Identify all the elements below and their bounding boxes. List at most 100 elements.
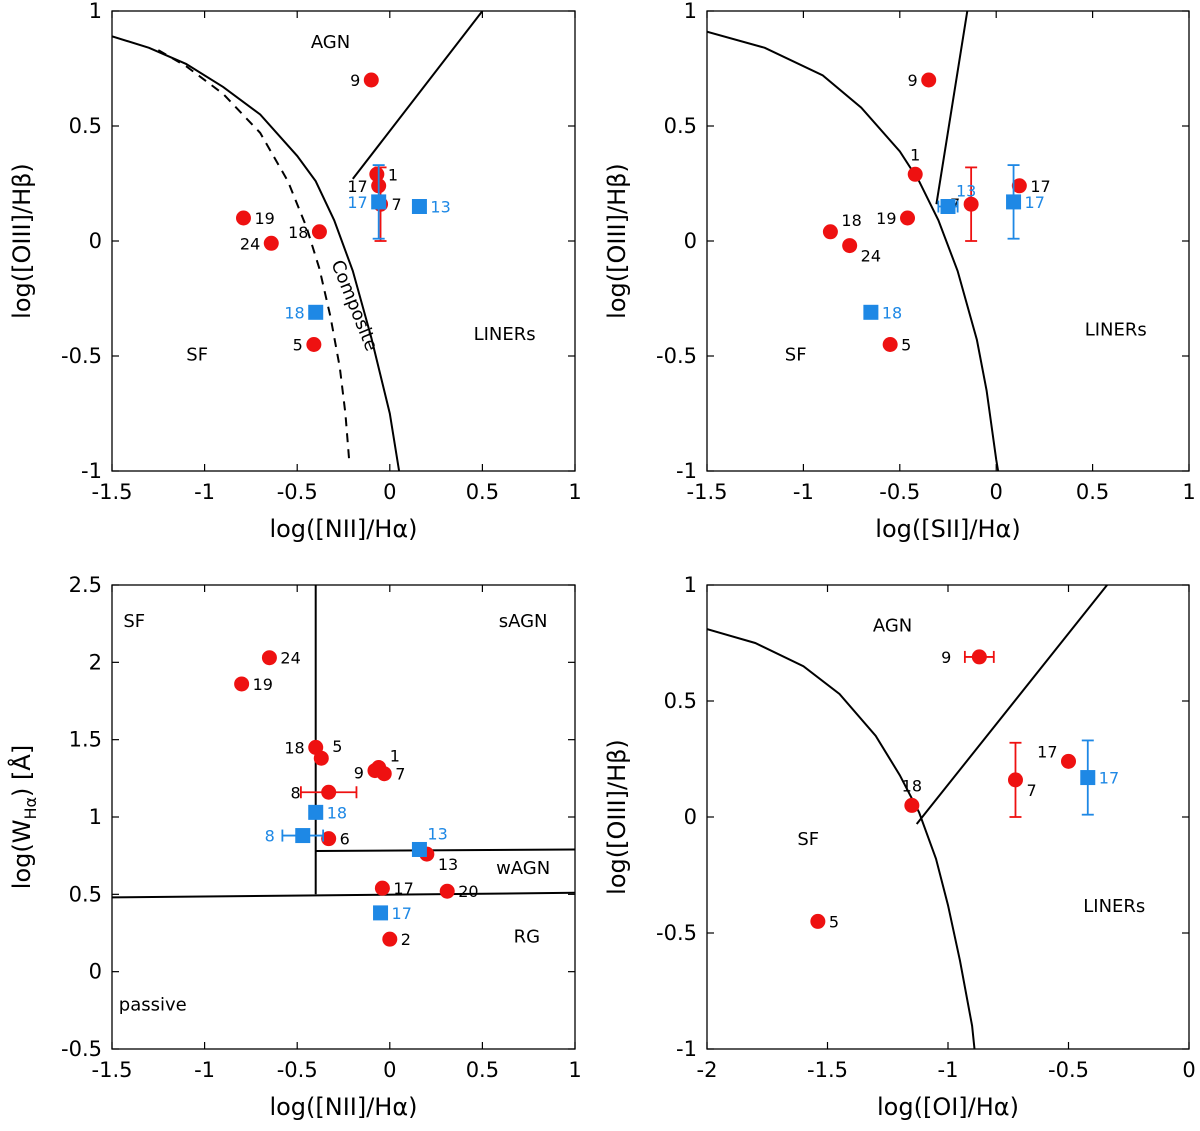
region-label-liners: LINERs — [1083, 896, 1145, 917]
demarcation-line-2 — [935, 11, 969, 205]
region-label-liners: LINERs — [1085, 319, 1147, 340]
demarcation-line-2 — [157, 49, 351, 460]
point-label-13: 13 — [438, 855, 458, 874]
y-tick-label: 1.5 — [69, 728, 102, 752]
y-axis-label: log([OIII]/Hβ) — [603, 739, 631, 895]
y-tick-label: -0.5 — [61, 344, 102, 368]
x-axis-label: log([NII]/Hα) — [269, 515, 417, 543]
y-axis-label: log([OIII]/Hβ) — [603, 163, 631, 319]
point-label-7: 7 — [1026, 781, 1036, 800]
red-circle-point-9 — [363, 72, 379, 88]
red-circle-point-17 — [374, 880, 390, 896]
x-tick-label: -1 — [938, 1058, 959, 1082]
point-label-9: 9 — [350, 71, 360, 90]
point-label-9: 9 — [908, 71, 918, 90]
point-label-1: 1 — [390, 747, 400, 766]
x-axis-label: log([SII]/Hα) — [875, 515, 1020, 543]
y-tick-label: -1 — [676, 459, 697, 483]
y-tick-label: 2.5 — [69, 573, 102, 597]
point-label-18: 18 — [284, 738, 304, 757]
point-label-17: 17 — [392, 904, 412, 923]
point-label-24: 24 — [861, 247, 881, 266]
point-label-18: 18 — [327, 803, 347, 822]
point-label-17: 17 — [393, 879, 413, 898]
point-label-17: 17 — [347, 193, 367, 212]
x-tick-label: -0.5 — [1048, 1058, 1089, 1082]
x-tick-label: -0.5 — [277, 1058, 318, 1082]
point-label-18: 18 — [902, 776, 922, 795]
red-circle-point-20 — [439, 883, 455, 899]
y-tick-label: 0.5 — [664, 689, 697, 713]
y-tick-label: -0.5 — [61, 1037, 102, 1061]
region-label-sf: SF — [797, 829, 819, 850]
point-label-17: 17 — [347, 177, 367, 196]
point-label-13: 13 — [427, 824, 447, 843]
point-label-8: 8 — [290, 783, 300, 802]
demarcation-line-1 — [707, 30, 1000, 471]
red-circle-point-9 — [971, 649, 987, 665]
x-tick-label: 1 — [568, 480, 581, 504]
point-label-17: 17 — [1099, 769, 1119, 788]
point-label-1: 1 — [910, 145, 920, 164]
blue-square-point-17 — [1006, 194, 1022, 210]
point-label-7: 7 — [392, 195, 402, 214]
x-tick-label: 0.5 — [1076, 480, 1109, 504]
red-circle-point-7 — [376, 766, 392, 782]
red-circle-point-24 — [261, 650, 277, 666]
red-circle-point-24 — [263, 235, 279, 251]
region-label-sf: SF — [123, 611, 145, 632]
point-label-18: 18 — [284, 303, 304, 322]
red-circle-point-18 — [904, 797, 920, 813]
point-label-6: 6 — [340, 830, 350, 849]
demarcation-line-1 — [707, 628, 976, 1049]
point-label-24: 24 — [240, 234, 260, 253]
x-tick-label: 0 — [383, 480, 396, 504]
x-tick-label: -1.5 — [92, 480, 133, 504]
blue-square-point-18 — [308, 304, 324, 320]
x-axis-label: log([OI]/Hα) — [877, 1093, 1019, 1121]
y-tick-label: 0 — [684, 229, 697, 253]
region-label-sagn: sAGN — [499, 611, 548, 632]
y-axis-label: log(WHα) [Å] — [7, 745, 40, 889]
red-circle-point-7 — [1007, 772, 1023, 788]
red-circle-point-5 — [306, 337, 322, 352]
point-label-20: 20 — [458, 882, 478, 901]
x-axis-label: log([NII]/Hα) — [269, 1093, 417, 1121]
y-tick-label: 0 — [684, 805, 697, 829]
red-circle-point-24 — [842, 238, 858, 254]
y-tick-label: 0.5 — [69, 114, 102, 138]
x-tick-label: -1.5 — [807, 1058, 848, 1082]
y-tick-label: -0.5 — [656, 344, 697, 368]
red-circle-point-19 — [235, 210, 251, 226]
red-circle-point-18 — [822, 224, 838, 240]
red-circle-point-18 — [311, 224, 327, 240]
point-label-19: 19 — [253, 675, 273, 694]
x-tick-label: 0 — [990, 480, 1003, 504]
y-tick-label: 0.5 — [69, 882, 102, 906]
red-circle-point-5 — [313, 750, 329, 766]
y-tick-label: 0.5 — [664, 114, 697, 138]
region-label-wagn: wAGN — [496, 858, 550, 879]
x-tick-label: -0.5 — [879, 480, 920, 504]
region-label-sf: SF — [186, 345, 208, 366]
red-circle-point-6 — [321, 831, 337, 847]
region-label-agn: AGN — [311, 32, 350, 53]
point-label-13: 13 — [956, 182, 976, 201]
red-circle-point-5 — [882, 337, 898, 352]
point-label-18: 18 — [841, 211, 861, 230]
point-label-5: 5 — [332, 737, 342, 756]
point-label-19: 19 — [876, 209, 896, 228]
y-tick-label: -0.5 — [656, 921, 697, 945]
point-label-1: 1 — [388, 165, 398, 184]
point-label-5: 5 — [293, 336, 303, 355]
panel-nii-oiii: -1.5 -1 -0.5 0 0.5 1-1-0.500.51log([NII]/Hα)l… — [8, 0, 582, 543]
blue-square-point-8 — [295, 828, 311, 844]
red-circle-point-19 — [900, 210, 916, 226]
x-tick-label: 0 — [383, 1058, 396, 1082]
red-circle-point-17 — [1011, 178, 1027, 194]
blue-square-point-13 — [940, 199, 956, 214]
point-label-18: 18 — [288, 223, 308, 242]
panel-sii-oiii: -1.5 -1 -0.5 0 0.5 1-1-0.500.51log([SII]/Hα)l… — [603, 0, 1196, 543]
x-tick-label: -1 — [194, 480, 215, 504]
